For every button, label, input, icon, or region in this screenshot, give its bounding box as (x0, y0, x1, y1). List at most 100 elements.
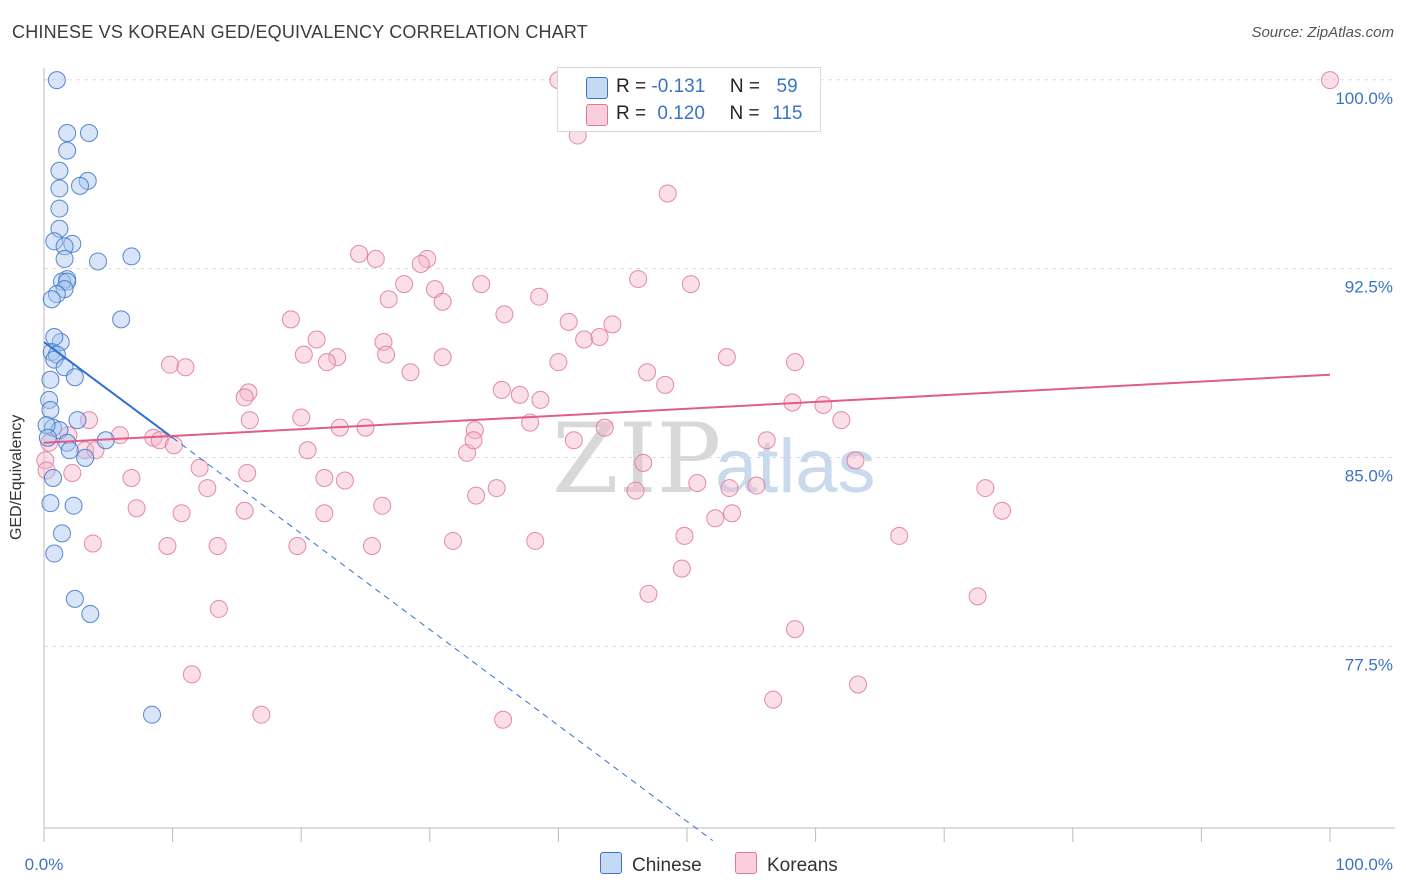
korean-point (292, 408, 311, 427)
korean-point (122, 468, 141, 487)
korean-point (747, 476, 766, 495)
x-tick-label: 0.0% (25, 855, 64, 874)
korean-point (1321, 71, 1339, 90)
korean-point (288, 536, 307, 555)
korean-points (36, 71, 1339, 729)
chinese-point (58, 141, 77, 160)
korean-point (208, 536, 227, 555)
korean-point (76, 441, 95, 460)
korean-point (307, 330, 326, 349)
korean-point (235, 501, 254, 520)
chinese-point (50, 161, 69, 180)
chinese-point (55, 237, 74, 256)
korean-point (433, 348, 452, 367)
korean-point (379, 290, 398, 309)
korean-point (638, 363, 657, 382)
axes (43, 68, 1395, 842)
korean-point (720, 479, 739, 498)
korean-point (832, 411, 851, 430)
korean-point (849, 675, 868, 694)
korean-point (521, 413, 540, 432)
korean-point (487, 479, 506, 498)
chinese-trend-extension (172, 437, 714, 841)
chinese-point (41, 401, 60, 420)
korean-point (401, 363, 420, 382)
chinese-point (65, 589, 84, 608)
korean-point (526, 531, 545, 550)
chinese-point (41, 494, 60, 513)
korean-point (672, 559, 691, 578)
legend-r-value: 0.120 (657, 103, 705, 124)
korean-point (377, 345, 396, 364)
korean-point (639, 584, 658, 603)
chinese-point (45, 350, 64, 369)
korean-point (626, 481, 645, 500)
korean-point (531, 390, 550, 409)
legend-n-label: N = (729, 76, 760, 97)
korean-point (176, 358, 195, 377)
chinese-point (122, 247, 141, 266)
korean-point (549, 353, 568, 372)
chinese-point (68, 411, 87, 430)
korean-point (757, 431, 776, 450)
chinese-point (76, 448, 95, 467)
chinese-point (45, 327, 64, 346)
chinese-point (143, 705, 162, 724)
korean-point (83, 534, 102, 553)
korean-point (63, 463, 82, 482)
chinese-point (60, 441, 79, 460)
chinese-point (50, 199, 69, 218)
chinese-point (71, 176, 90, 195)
gridlines (44, 79, 1395, 647)
chinese-point (38, 428, 57, 447)
korean-point (564, 431, 583, 450)
korean-point (764, 690, 783, 709)
legend-r-label: R = (616, 76, 647, 97)
korean-point (350, 244, 369, 263)
korean-point (164, 436, 183, 455)
korean-point (366, 249, 385, 268)
korean-point (335, 471, 354, 490)
korean-point (315, 504, 334, 523)
korean-point (786, 620, 805, 639)
korean-point (190, 458, 209, 477)
korean-point (814, 395, 833, 414)
y-tick-label: 92.5% (1345, 278, 1393, 297)
bottom-legend-swatch-koreans (735, 852, 757, 874)
korean-point (575, 330, 594, 349)
korean-point (495, 305, 514, 324)
korean-point (656, 375, 675, 394)
chinese-point (65, 368, 84, 387)
chinese-point (47, 285, 66, 304)
korean-point (681, 275, 700, 294)
korean-point (603, 315, 622, 334)
trend-lines (43, 341, 1331, 841)
korean-point (590, 327, 609, 346)
chinese-point (55, 249, 74, 268)
chinese-point (53, 524, 72, 543)
korean-point (298, 441, 317, 460)
legend-r-label: R = (616, 103, 647, 124)
korean-point (634, 453, 653, 472)
korean-point (252, 705, 271, 724)
korean-point (993, 501, 1012, 520)
korean-point (494, 710, 513, 729)
bottom-legend-chinese: Chinese (600, 852, 702, 877)
chinese-point (45, 232, 64, 251)
chinese-point (41, 370, 60, 389)
chinese-point (81, 604, 100, 623)
korean-point (182, 665, 201, 684)
korean-point (356, 418, 375, 437)
korean-point (443, 531, 462, 550)
korean-point (235, 388, 254, 407)
source-label: Source: ZipAtlas.com (1251, 24, 1394, 41)
bottom-legend-swatch-chinese (600, 852, 622, 874)
chinese-point (42, 343, 61, 362)
chinese-trend-line (43, 341, 174, 439)
korean-point (559, 312, 578, 331)
bottom-legend-label-chinese: Chinese (632, 855, 702, 876)
korean-point (161, 355, 180, 374)
bottom-legend-koreans: Koreans (735, 852, 838, 877)
korean-point (362, 536, 381, 555)
legend-r-value: -0.131 (651, 76, 706, 97)
